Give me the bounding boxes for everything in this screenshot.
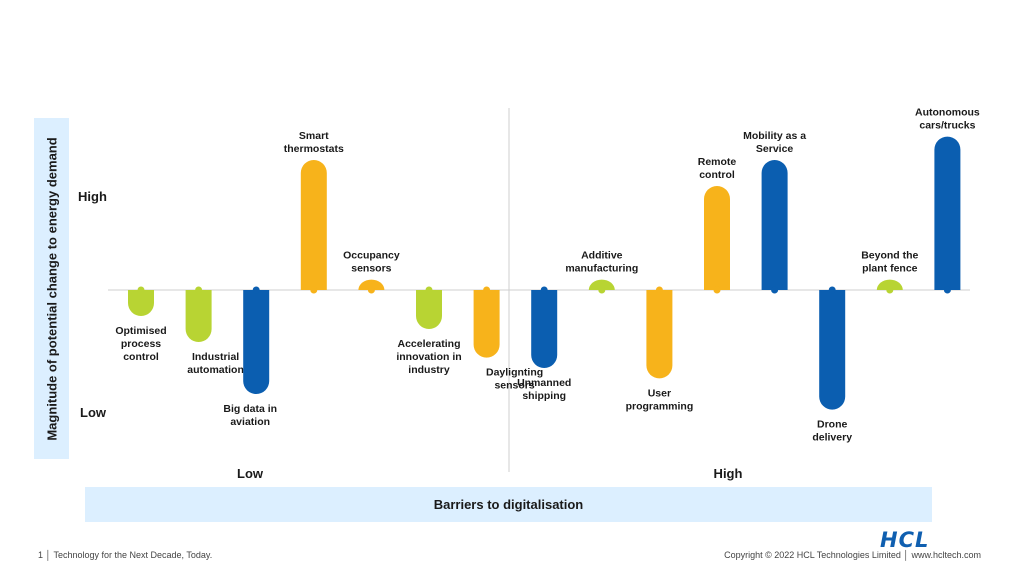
bar	[646, 290, 673, 379]
bar-anchor-dot	[598, 286, 606, 294]
bar-anchor-dot	[828, 286, 836, 294]
bar-label: Drone delivery	[812, 419, 852, 444]
bar-anchor-dot	[367, 286, 375, 294]
bar	[185, 290, 212, 342]
bar-label: Additive manufacturing	[565, 250, 638, 275]
x-axis-label: Barriers to digitalisation	[433, 497, 584, 512]
hcl-logo: HCL	[880, 528, 930, 552]
bar-label: Smart thermostats	[284, 130, 344, 155]
bar-anchor-dot	[886, 286, 894, 294]
bar	[358, 279, 385, 290]
bar-label: Industrial automation	[187, 351, 244, 376]
bar	[876, 279, 903, 290]
bar-label: Accelerating innovation in industry	[396, 338, 461, 376]
bar	[588, 279, 615, 290]
bar-anchor-dot	[195, 286, 203, 294]
x-tick-high: High	[713, 466, 743, 481]
y-tick-high: High	[78, 189, 107, 204]
bar-anchor-dot	[310, 286, 318, 294]
bar-label: Mobility as a Service	[743, 130, 806, 155]
footer-left-text: 1 │ Technology for the Next Decade, Toda…	[38, 550, 213, 560]
bar	[473, 290, 500, 358]
bar-anchor-dot	[943, 286, 951, 294]
bar-label: Unmanned shipping	[517, 377, 571, 402]
bar	[704, 186, 730, 290]
bar-anchor-dot	[483, 286, 491, 294]
bar	[761, 160, 788, 290]
bar-label: Beyond the plant fence	[861, 250, 918, 275]
bar-anchor-dot	[655, 286, 663, 294]
bar-label: Remote control	[698, 156, 737, 181]
bar	[934, 136, 961, 290]
bar-label: Big data in aviation	[223, 403, 277, 428]
bar	[300, 160, 327, 290]
bar-anchor-dot	[771, 286, 779, 294]
bar-label: Occupancy sensors	[343, 250, 400, 275]
bar-label: Autonomous cars/trucks	[915, 107, 980, 132]
y-tick-low: Low	[80, 405, 106, 420]
bar-anchor-dot	[713, 286, 721, 294]
bar-anchor-dot	[425, 286, 433, 294]
bar-label: Optimised process control	[115, 325, 166, 363]
bar-anchor-dot	[137, 286, 145, 294]
x-axis-label-band: Barriers to digitalisation	[85, 487, 932, 522]
bar-label: Daylignting sensors	[486, 367, 543, 392]
y-axis-label-band: Magnitude of potential change to energy …	[34, 118, 69, 459]
bar-label: User programming	[626, 387, 694, 412]
bar	[819, 290, 846, 410]
bar	[243, 290, 270, 395]
bar	[128, 290, 154, 316]
bar	[531, 290, 558, 368]
footer-right-text: Copyright © 2022 HCL Technologies Limite…	[724, 550, 981, 560]
bar-anchor-dot	[540, 286, 548, 294]
bar-anchor-dot	[252, 286, 260, 294]
x-tick-low: Low	[237, 466, 263, 481]
bar	[416, 290, 442, 329]
